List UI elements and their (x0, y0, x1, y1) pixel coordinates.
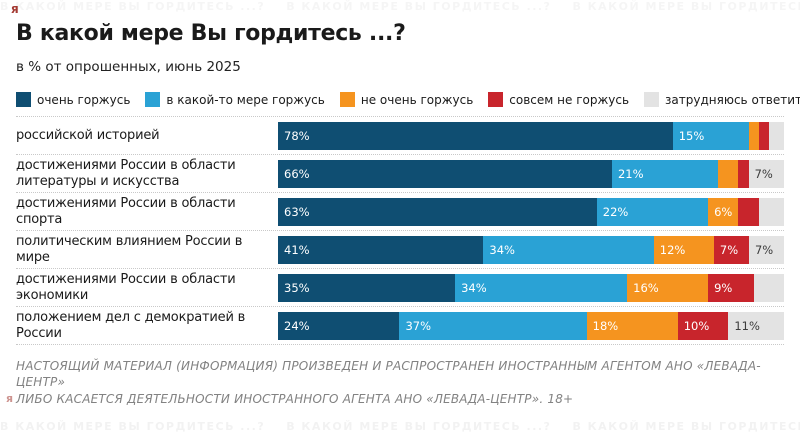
bar-segment (758, 121, 769, 150)
chart-row: достижениями России в области экономики 3… (16, 268, 784, 306)
stacked-bar: 78% 15% (278, 121, 785, 150)
bar-segment: 34% (455, 273, 628, 302)
chart-row: достижениями России в области спорта 63% 2… (16, 192, 784, 230)
bar-segment: 6% (708, 197, 739, 226)
bar-segment: 78% (278, 121, 673, 150)
legend-swatch (145, 92, 161, 108)
red-corner-glyph-bottom: я (6, 392, 14, 405)
category-label: положением дел с демократией в России (16, 309, 246, 341)
chart-row: российской историей 78% 15% (16, 116, 785, 154)
stacked-bar: 66% 21% 7% (278, 159, 784, 188)
stacked-bar: 24% 37% 18% 10% 11% (278, 311, 784, 340)
bar-segment: 22% (596, 197, 709, 226)
segment-value-label: 7% (754, 242, 774, 257)
segment-value-label: 78% (284, 128, 310, 143)
infographic: В какой мере Вы гордитесь ...? в % от оп… (16, 21, 800, 407)
bar-segment: 66% (278, 159, 612, 188)
legend-item: в какой-то мере горжусь (145, 92, 325, 108)
legend-item: очень горжусь (16, 92, 131, 108)
segment-value-label: 7% (719, 242, 739, 257)
bar-segment: 7% (748, 235, 784, 264)
category-label: политическим влиянием России в мире (16, 233, 243, 265)
bottom-watermark: В КАКОЙ МЕРЕ ВЫ ГОРДИТЕСЬ ...? В КАКОЙ М… (0, 420, 800, 433)
legend-swatch (644, 92, 660, 108)
legend-label: не очень горжусь (360, 92, 474, 107)
red-corner-glyph-top: я (11, 2, 19, 16)
category-label: достижениями России в области литературы… (16, 157, 236, 189)
segment-value-label: 16% (633, 280, 659, 295)
bar-segment: 11% (728, 311, 784, 340)
segment-value-label: 34% (461, 280, 487, 295)
disclaimer-line-2: ЛИБО КАСАЕТСЯ ДЕЯТЕЛЬНОСТИ ИНОСТРАННОГО … (16, 391, 574, 406)
page-title: В какой мере Вы гордитесь ...? (16, 21, 406, 46)
segment-value-label: 6% (714, 204, 733, 219)
stacked-bar: 41% 34% 12% 7% 7% (278, 235, 784, 264)
bar-segment: 7% (748, 159, 784, 188)
legend-label: затрудняюсь ответить (665, 92, 800, 107)
segment-value-label: 15% (678, 128, 705, 143)
bar-segment: 63% (278, 197, 597, 226)
legend-item: затрудняюсь ответить (644, 92, 800, 108)
bar-segment: 41% (278, 235, 484, 264)
segment-value-label: 37% (405, 318, 431, 333)
segment-value-label: 63% (284, 204, 310, 219)
chart-row: политическим влиянием России в мире 41% 34… (16, 230, 784, 268)
stacked-bar: 35% 34% 16% 9% (278, 273, 784, 302)
segment-value-label: 10% (683, 318, 710, 333)
legend-swatch (16, 92, 31, 108)
bar-segment (748, 121, 759, 150)
bar-segment: 37% (399, 311, 587, 340)
segment-value-label: 12% (659, 242, 686, 257)
bar-segment: 7% (713, 235, 749, 264)
legend-swatch (339, 92, 355, 108)
bar-segment (758, 197, 784, 226)
legend-item: совсем не горжусь (488, 92, 630, 108)
category-label: российской историей (16, 127, 160, 143)
segment-value-label: 24% (284, 318, 310, 333)
bar-segment: 9% (708, 273, 754, 302)
segment-value-label: 66% (284, 166, 310, 181)
bar-segment: 34% (483, 235, 654, 264)
chart-row: положением дел с демократией в России 24%… (16, 306, 784, 344)
segment-value-label: 41% (284, 242, 310, 257)
legend-label: очень горжусь (37, 92, 131, 107)
bar-segment (738, 197, 759, 226)
segment-value-label: 18% (592, 318, 619, 333)
stacked-bar: 63% 22% 6% (278, 197, 784, 226)
segment-value-label: 7% (754, 166, 773, 181)
bar-segment: 18% (586, 311, 678, 340)
legend-item: не очень горжусь (339, 92, 474, 108)
foreign-agent-disclaimer: НАСТОЯЩИЙ МАТЕРИАЛ (ИНФОРМАЦИЯ) ПРОИЗВЕД… (16, 358, 784, 407)
bar-segment: 15% (672, 121, 749, 150)
disclaimer-line-1: НАСТОЯЩИЙ МАТЕРИАЛ (ИНФОРМАЦИЯ) ПРОИЗВЕД… (16, 359, 761, 390)
legend-label: совсем не горжусь (509, 92, 630, 107)
bar-segment: 12% (653, 235, 714, 264)
segment-value-label: 21% (617, 166, 644, 181)
bar-segment (718, 159, 739, 188)
bar-segment: 16% (627, 273, 709, 302)
chart-row: достижениями России в области литературы… (16, 154, 784, 192)
segment-value-label: 11% (734, 318, 760, 333)
bar-segment (753, 273, 784, 302)
legend: очень горжусь в какой-то мере горжусь не о… (16, 92, 800, 108)
category-label: достижениями России в области спорта (16, 195, 236, 227)
chart-subtitle: в % от опрошенных, июнь 2025 (16, 59, 241, 76)
bar-segment: 35% (278, 273, 456, 302)
top-watermark: В КАКОЙ МЕРЕ ВЫ ГОРДИТЕСЬ ...? В КАКОЙ М… (0, 0, 800, 13)
segment-value-label: 9% (714, 280, 733, 295)
bar-segment: 10% (677, 311, 729, 340)
chart-rows: российской историей 78% 15% достижениями Ро… (16, 116, 785, 346)
segment-value-label: 22% (602, 204, 629, 219)
category-label: достижениями России в области экономики (16, 271, 236, 303)
legend-swatch (488, 92, 504, 108)
bar-segment (738, 159, 749, 188)
legend-label: в какой-то мере горжусь (166, 92, 325, 107)
bar-segment: 24% (278, 311, 400, 340)
bar-segment: 21% (611, 159, 719, 188)
segment-value-label: 34% (489, 242, 515, 257)
segment-value-label: 35% (284, 280, 310, 295)
bar-segment (768, 121, 785, 150)
